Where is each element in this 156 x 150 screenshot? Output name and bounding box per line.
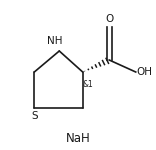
- Text: O: O: [105, 14, 113, 24]
- Text: NaH: NaH: [66, 132, 90, 144]
- Text: &1: &1: [83, 80, 93, 89]
- Text: OH: OH: [136, 67, 152, 77]
- Text: S: S: [31, 111, 38, 121]
- Text: NH: NH: [47, 36, 62, 46]
